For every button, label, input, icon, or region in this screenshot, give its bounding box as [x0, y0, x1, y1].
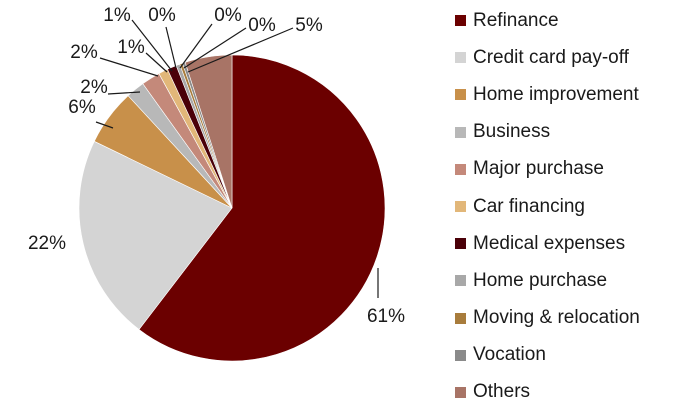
value-label-vocation: 0% — [248, 15, 276, 36]
legend-item-medical-expenses: Medical expenses — [455, 225, 640, 262]
legend-label: Refinance — [473, 9, 559, 31]
leader-line-moving-and-relocation — [179, 23, 213, 69]
legend-item-refinance: Refinance — [455, 2, 640, 39]
chart-legend: Refinance Credit card pay-off Home improve… — [455, 2, 640, 411]
legend-swatch — [455, 163, 466, 175]
pie-slices — [78, 54, 386, 362]
legend-label: Business — [473, 121, 551, 143]
pie-value-labels: 61%22%6%2%2% 1%1% 0% 0% 0% 5% — [28, 5, 405, 327]
legend-swatch — [455, 386, 466, 398]
legend-label: Medical expenses — [473, 232, 626, 254]
value-label-refinance: 61% — [367, 306, 405, 327]
legend-label: Home improvement — [473, 83, 639, 105]
pie-slice-credit-card-pay-off — [78, 140, 233, 330]
leader-line-business — [107, 91, 141, 95]
leader-line-car-financing — [145, 52, 168, 73]
value-label-medical-expenses: 1% — [103, 5, 131, 26]
legend-label: Moving & relocation — [473, 307, 640, 329]
legend-label: Major purchase — [473, 158, 604, 180]
value-label-home-improvement: 6% — [68, 97, 96, 118]
legend-swatch — [455, 15, 466, 27]
legend-label: Home purchase — [473, 269, 608, 291]
legend-label: Credit card pay-off — [473, 46, 629, 68]
leader-line-vocation — [183, 27, 247, 69]
value-label-major-purchase: 2% — [70, 42, 98, 63]
legend-swatch — [455, 349, 466, 361]
legend-item-vocation: Vocation — [455, 337, 640, 374]
value-label-credit-card-pay-off: 22% — [28, 233, 66, 254]
legend-swatch — [455, 89, 466, 101]
value-label-moving-and-relocation: 0% — [214, 5, 242, 26]
value-label-others: 5% — [295, 15, 323, 36]
legend-swatch — [455, 126, 466, 138]
leader-line-home-improvement — [95, 121, 114, 129]
legend-swatch — [455, 238, 466, 250]
legend-item-moving-and-relocation: Moving & relocation — [455, 300, 640, 337]
legend-label: Vocation — [473, 344, 546, 366]
legend-item-others: Others — [455, 374, 640, 411]
leader-line-major-purchase — [99, 57, 159, 77]
legend-item-home-improvement: Home improvement — [455, 76, 640, 113]
leader-line-medical-expenses — [131, 19, 173, 72]
value-label-car-financing: 1% — [117, 37, 145, 58]
pie-slice-others — [184, 54, 233, 209]
legend-item-major-purchase: Major purchase — [455, 151, 640, 188]
legend-swatch — [455, 201, 466, 213]
legend-item-business: Business — [455, 114, 640, 151]
legend-item-credit-card-pay-off: Credit card pay-off — [455, 39, 640, 76]
legend-item-home-purchase: Home purchase — [455, 262, 640, 299]
legend-label: Car financing — [473, 195, 585, 217]
leader-line-home-purchase — [165, 26, 177, 69]
legend-swatch — [455, 312, 466, 324]
value-label-home-purchase: 0% — [148, 5, 176, 26]
legend-swatch — [455, 52, 466, 64]
value-label-business: 2% — [80, 77, 108, 98]
pie-leader-lines — [95, 19, 379, 298]
legend-label: Others — [473, 381, 531, 403]
pie-slice-refinance — [138, 54, 386, 362]
leader-line-others — [187, 27, 294, 73]
legend-item-car-financing: Car financing — [455, 188, 640, 225]
legend-swatch — [455, 275, 466, 287]
